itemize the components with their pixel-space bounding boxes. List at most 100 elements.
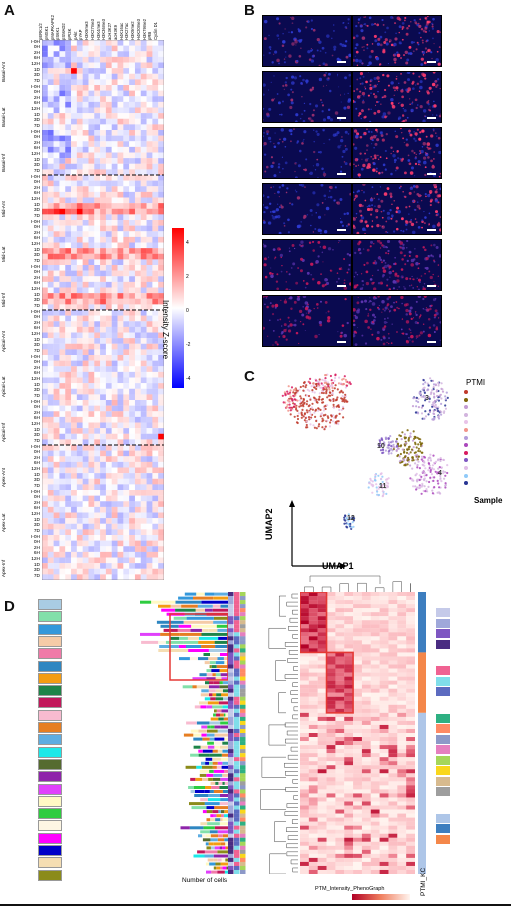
umap-point [309, 423, 312, 426]
umap-point [345, 380, 348, 383]
micrograph-right [352, 71, 442, 123]
heatmap-a-cell [158, 360, 164, 367]
heatmap-a-cell [94, 388, 101, 395]
umap-point [305, 384, 308, 387]
heatmap-a-cell [76, 141, 83, 147]
micrograph-cell [363, 263, 366, 266]
heatmap-a-cell [111, 175, 118, 181]
umap-point [411, 405, 415, 408]
micrograph-cell [283, 61, 286, 64]
micrograph-cell [377, 37, 381, 41]
micrograph-cell [389, 208, 392, 212]
micrograph-cell [321, 251, 324, 254]
heatmap-a-cell [152, 512, 159, 519]
heatmap-a-cell [59, 242, 66, 249]
heatmap-a-cell [158, 461, 164, 468]
heatmap-a-cell [94, 51, 101, 57]
umap-point [381, 480, 384, 484]
umap-point [415, 479, 418, 482]
micrograph-cell [344, 25, 348, 29]
heatmap-a-cell [71, 428, 77, 434]
heatmap-a-cell [123, 326, 130, 333]
micrograph-cell [361, 334, 364, 337]
column-header: pS6K1 [55, 27, 61, 40]
umap-point [306, 411, 309, 414]
heatmap-a-cell [117, 383, 124, 389]
heatmap-a-cell [123, 501, 130, 507]
micrograph-cell [320, 273, 322, 276]
heatmap-a-cell [42, 394, 48, 401]
micrograph-cell [435, 132, 437, 134]
heatmap-a-cell [47, 141, 54, 147]
heatmap-a-cell [111, 236, 118, 243]
umap-point [331, 385, 334, 388]
heatmap-a-cell [123, 523, 130, 530]
heatmap-a-cell [82, 169, 89, 176]
heatmap-a-cell [59, 315, 66, 322]
heatmap-a-cell [71, 51, 77, 57]
micrograph-cell [408, 205, 411, 208]
heatmap-a-cell [123, 422, 130, 429]
heatmap-a-cell [123, 242, 130, 249]
heatmap-a-cell [88, 529, 95, 536]
umap-point [346, 526, 349, 529]
micrograph-cell [374, 156, 377, 160]
umap-point [392, 443, 395, 446]
umap-point [383, 441, 386, 445]
heatmap-a-cell [158, 85, 164, 91]
micrograph-cell [303, 214, 307, 218]
heatmap-a-cell [140, 360, 147, 367]
micrograph-cell [269, 210, 272, 213]
heatmap-a-cell [42, 574, 48, 580]
umap-point [377, 487, 380, 490]
micrograph-cell [420, 194, 422, 197]
heatmap-a-cell [152, 225, 159, 232]
heatmap-a-cell [59, 96, 66, 102]
heatmap-a-cell [134, 428, 141, 434]
cluster-label: 3 [425, 395, 429, 402]
umap-point [413, 437, 416, 440]
micrograph-cell [373, 76, 377, 80]
micrograph-cell [327, 316, 331, 320]
cell-count-segment [200, 705, 207, 709]
micrograph-cell [392, 287, 396, 290]
heatmap-a-cell [59, 343, 66, 350]
umap-point [399, 452, 402, 456]
heatmap-a-cell [59, 265, 66, 271]
heatmap-a-cell [47, 360, 54, 367]
umap-point [437, 409, 440, 413]
heatmap-a-cell [146, 51, 153, 57]
umap-point [409, 477, 412, 480]
micrograph-cell [395, 135, 399, 139]
heatmap-a-cell [146, 85, 153, 91]
micrograph-cell [271, 313, 275, 316]
micrograph-cell [271, 210, 275, 213]
heatmap-a-cell [65, 152, 72, 159]
heatmap-a-cell [158, 416, 164, 423]
cell-count-segment [220, 745, 228, 749]
heatmap-a-cell [158, 518, 164, 524]
heatmap-a-cell [152, 546, 159, 552]
cell-count-segment [222, 790, 228, 793]
micrograph-cell [380, 210, 383, 213]
micrograph-cell [422, 142, 426, 146]
cell-count-segment [207, 798, 221, 802]
heatmap-a-cell [134, 208, 141, 215]
micrograph-cell [376, 138, 380, 142]
umap-point [391, 440, 394, 443]
micrograph-cell [366, 47, 369, 50]
micrograph-cell [403, 287, 407, 290]
micrograph-cell [420, 27, 424, 31]
heatmap-a-cell [111, 293, 118, 299]
cell-count-segment [222, 741, 228, 745]
heatmap-a-cell [105, 568, 112, 575]
heatmap-a-cell [140, 298, 147, 305]
heatmap-a-cell [129, 220, 136, 226]
heatmap-a-cell [158, 51, 164, 57]
heatmap-a-cell [100, 208, 107, 215]
heatmap-a-cell [82, 101, 89, 108]
micrograph-cell [379, 43, 383, 47]
heatmap-a-cell [111, 135, 118, 142]
heatmap-a-cell [140, 276, 147, 282]
heatmap-a-cell [140, 40, 147, 46]
